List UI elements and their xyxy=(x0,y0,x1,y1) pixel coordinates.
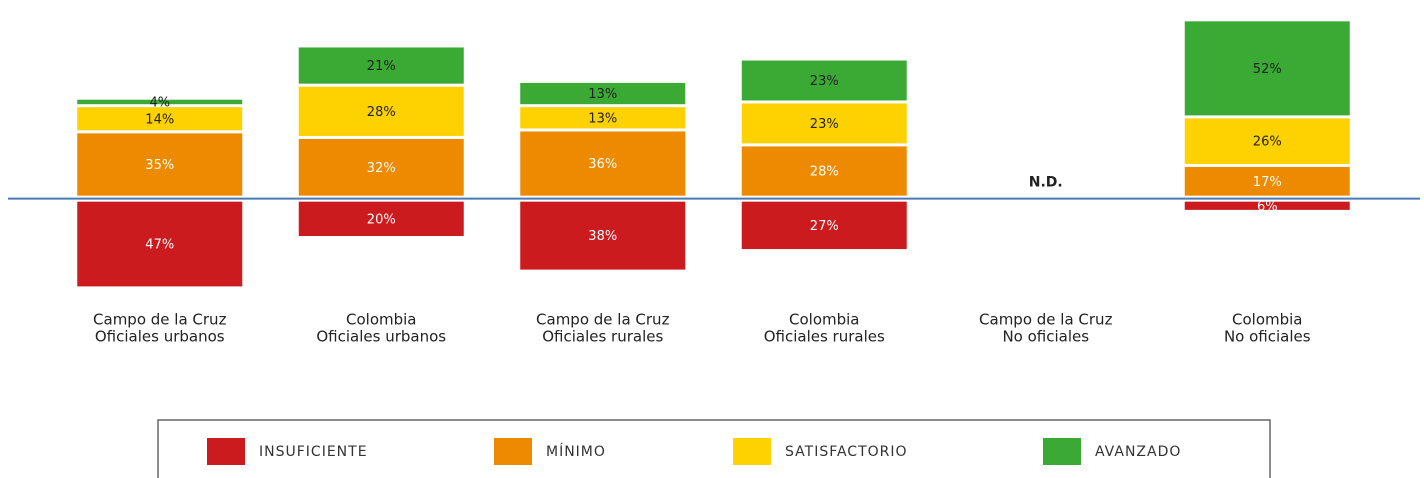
x-tick-label: No oficiales xyxy=(1002,328,1089,346)
data-label: 4% xyxy=(149,95,170,110)
x-tick-label: Oficiales urbanos xyxy=(316,328,446,346)
data-label: 52% xyxy=(1253,62,1282,77)
data-label: 14% xyxy=(145,112,174,127)
data-label: 26% xyxy=(1253,135,1282,150)
legend-label: SATISFACTORIO xyxy=(785,444,908,460)
bar-segment xyxy=(298,201,464,236)
data-label: 23% xyxy=(810,74,839,89)
legend-swatch xyxy=(1043,438,1081,465)
legend-label: AVANZADO xyxy=(1095,444,1181,460)
bar-segment xyxy=(741,60,907,101)
data-label: 27% xyxy=(810,219,839,234)
x-tick-label: Campo de la Cruz xyxy=(979,311,1113,329)
bar-segment xyxy=(1184,118,1350,164)
data-label: 13% xyxy=(588,111,617,126)
bar-segment xyxy=(1184,21,1350,116)
data-label: 32% xyxy=(367,161,396,176)
bar-segment xyxy=(741,146,907,196)
x-tick-label: Oficiales rurales xyxy=(542,328,663,346)
legend-swatch xyxy=(494,438,532,465)
data-label: 35% xyxy=(145,158,174,173)
bar-segment xyxy=(1184,201,1350,210)
bar-segment xyxy=(77,133,243,196)
bar-segment xyxy=(1184,166,1350,196)
legend-label: MÍNIMO xyxy=(546,443,606,460)
data-label: 17% xyxy=(1253,175,1282,190)
legend-box xyxy=(157,419,1271,478)
x-tick-label: Oficiales urbanos xyxy=(95,328,225,346)
x-tick-label: Campo de la Cruz xyxy=(93,311,227,329)
data-label: 20% xyxy=(367,212,396,227)
bar-segment xyxy=(520,201,686,270)
x-tick-label: Campo de la Cruz xyxy=(536,311,670,329)
legend-label: INSUFICIENTE xyxy=(259,444,368,460)
x-tick-label: Colombia xyxy=(346,311,417,329)
data-label: 28% xyxy=(810,165,839,180)
bar-segment xyxy=(520,107,686,129)
annotation: N.D. xyxy=(1029,175,1063,191)
data-label: 47% xyxy=(145,238,174,253)
bar-segment xyxy=(77,99,243,105)
x-tick-label: Oficiales rurales xyxy=(764,328,885,346)
bar-segment xyxy=(77,107,243,131)
bar-segment xyxy=(298,86,464,136)
data-label: 23% xyxy=(810,117,839,132)
legend-swatch xyxy=(733,438,771,465)
bar-segment xyxy=(77,201,243,287)
x-tick-label: Colombia xyxy=(789,311,860,329)
bar-segment xyxy=(741,103,907,144)
data-label: 36% xyxy=(588,157,617,172)
data-label: 13% xyxy=(588,87,617,102)
bar-segment xyxy=(298,138,464,196)
data-label: 38% xyxy=(588,229,617,244)
data-label: 21% xyxy=(367,59,396,74)
bar-segment xyxy=(520,131,686,196)
x-tick-label: No oficiales xyxy=(1224,328,1311,346)
x-tick-label: Colombia xyxy=(1232,311,1303,329)
bar-segment xyxy=(298,47,464,84)
bar-segment xyxy=(741,201,907,250)
data-label: 6% xyxy=(1257,199,1278,214)
legend-swatch xyxy=(207,438,245,465)
data-label: 28% xyxy=(367,105,396,120)
bar-segment xyxy=(520,82,686,105)
